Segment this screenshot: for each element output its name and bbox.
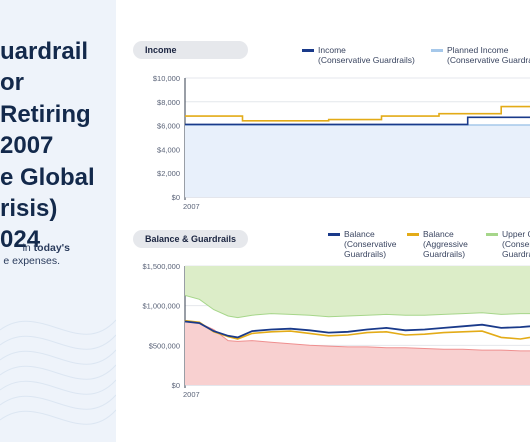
legend-swatch xyxy=(431,49,443,52)
balance-pill-label: Balance & Guardrails xyxy=(145,234,237,244)
upper-guardrail-zone xyxy=(185,266,530,318)
headline-line: risis) xyxy=(0,194,58,222)
series-line xyxy=(185,105,530,122)
upper-guardrail-line xyxy=(184,294,530,319)
legend-swatch xyxy=(328,233,340,236)
balance-conservative-line xyxy=(184,320,530,339)
balance-aggressive-line xyxy=(184,319,530,340)
y-tick-label: $1,000,000 xyxy=(142,302,180,311)
page-headline: uardrail or Retiring 2007 e Global risis… xyxy=(0,36,116,256)
legend-label: Balance xyxy=(423,229,454,239)
left-panel: uardrail or Retiring 2007 e Global risis… xyxy=(0,0,116,442)
legend-label: (Aggressive xyxy=(423,239,468,249)
headline-line: e Global xyxy=(0,163,95,191)
y-tick-label: $6,000 xyxy=(157,122,180,131)
legend-label: Guardra xyxy=(502,249,530,259)
footnote-prefix: in xyxy=(22,242,34,254)
balance-pill: Balance & Guardrails xyxy=(133,230,248,248)
income-chart: $0 $2,000 $4,000 $6,000 $8,000 $10,000 2007 xyxy=(153,74,530,211)
y-tick-label: $8,000 xyxy=(157,98,180,107)
y-tick-label: $10,000 xyxy=(153,74,180,83)
legend-label: Upper G xyxy=(502,229,530,239)
headline-line: uardrail xyxy=(0,38,89,65)
x-tick-label: 2007 xyxy=(183,202,200,211)
y-tick-label: $0 xyxy=(172,381,180,390)
lower-guardrail-zone xyxy=(185,321,530,385)
headline-line: Retiring xyxy=(0,100,91,128)
y-tick-label: $2,000 xyxy=(157,169,180,178)
legend-label: (Conservative Guardrails) xyxy=(318,55,415,65)
decorative-wave-lines xyxy=(0,319,116,425)
income-conservative-line xyxy=(185,116,530,126)
y-tick-label: $4,000 xyxy=(157,145,180,154)
legend-label: (Conservative Guardra xyxy=(447,55,530,65)
footnote-line2: e expenses. xyxy=(3,255,60,267)
headline-line: 2007 xyxy=(0,132,54,160)
headline-line: or xyxy=(0,69,24,97)
y-tick-label: $500,000 xyxy=(149,341,180,350)
legend-label: Guardrails) xyxy=(344,249,387,259)
legend-label: (Conservative xyxy=(344,239,397,249)
legend-label: Planned Income xyxy=(447,45,509,55)
income-pill-label: Income xyxy=(145,45,177,55)
footnote: in today's e expenses. xyxy=(0,242,116,268)
footnote-bold: today's xyxy=(33,242,70,254)
y-tick-label: $1,500,000 xyxy=(142,262,180,271)
legend-label: Income xyxy=(318,45,346,55)
legend-swatch xyxy=(486,233,498,236)
balance-chart: $0 $500,000 $1,000,000 $1,500,000 2007 xyxy=(142,262,530,399)
legend-swatch xyxy=(407,233,419,236)
headline-line: 024 xyxy=(0,226,41,254)
x-tick-label: 2007 xyxy=(183,390,200,399)
legend-label: Guardrails) xyxy=(423,249,466,259)
legend-label: (Conser xyxy=(502,239,530,249)
y-tick-label: $0 xyxy=(172,193,180,202)
planned-income-area xyxy=(185,125,530,197)
income-pill: Income xyxy=(133,41,248,59)
legend-swatch xyxy=(302,49,314,52)
legend-label: Balance xyxy=(344,229,375,239)
lower-guardrail-line xyxy=(184,321,530,352)
